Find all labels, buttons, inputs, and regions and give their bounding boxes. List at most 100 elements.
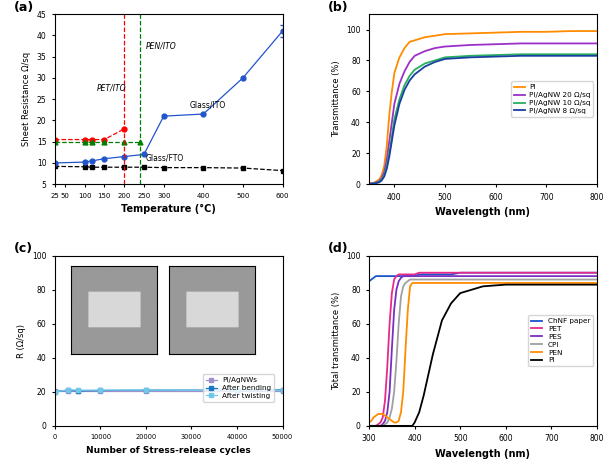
PEN — [368, 418, 375, 424]
Text: PET/ITO: PET/ITO — [96, 84, 126, 93]
PES — [593, 273, 600, 279]
PES — [397, 275, 404, 281]
ChNF paper — [415, 271, 423, 277]
Legend: ChNF paper, PET, PES, CPI, PEN, PI: ChNF paper, PET, PES, CPI, PEN, PI — [529, 315, 593, 366]
PET — [400, 271, 407, 277]
PET — [409, 271, 416, 277]
PEN — [386, 416, 393, 422]
PEN — [420, 280, 428, 286]
ChNF paper — [406, 273, 414, 279]
PI — [386, 423, 393, 429]
PI — [406, 423, 414, 429]
Text: Glass/FTO: Glass/FTO — [146, 154, 184, 163]
PES — [525, 273, 532, 279]
PET — [571, 270, 578, 276]
X-axis label: Wavelength (nm): Wavelength (nm) — [435, 449, 530, 459]
PI — [397, 423, 404, 429]
PET — [384, 364, 391, 369]
After twisting — [279, 388, 286, 393]
CPI — [379, 423, 386, 429]
Text: (a): (a) — [14, 0, 34, 14]
Line: After twisting: After twisting — [52, 388, 285, 394]
Text: (d): (d) — [328, 242, 349, 256]
Legend: PI, PI/AgNW 20 Ω/sq, PI/AgNW 10 Ω/sq, PI/AgNW 8 Ω/sq: PI, PI/AgNW 20 Ω/sq, PI/AgNW 10 Ω/sq, PI… — [512, 81, 593, 117]
After twisting — [143, 388, 150, 393]
PEN — [404, 307, 412, 313]
Line: CPI: CPI — [369, 279, 597, 426]
PI — [448, 300, 455, 306]
CPI — [438, 277, 446, 282]
ChNF paper — [390, 273, 398, 279]
PI — [379, 423, 386, 429]
After bending — [51, 389, 58, 395]
After bending — [233, 388, 241, 393]
ChNF paper — [372, 273, 379, 279]
PI/AgNWs — [233, 388, 241, 394]
CPI — [397, 294, 404, 300]
PES — [379, 421, 386, 427]
PES — [390, 307, 398, 313]
PI — [388, 423, 395, 429]
PI — [547, 282, 555, 287]
After bending — [143, 388, 150, 393]
Line: PI/AgNWs: PI/AgNWs — [52, 388, 285, 394]
PET — [393, 273, 400, 279]
CPI — [525, 277, 532, 282]
PET — [402, 271, 409, 277]
PES — [381, 418, 389, 424]
PES — [448, 273, 455, 279]
PET — [429, 270, 437, 276]
PET — [386, 321, 393, 327]
PI — [420, 393, 428, 398]
Line: PEN: PEN — [369, 283, 597, 423]
PEN — [502, 280, 509, 286]
Text: PEN/ITO: PEN/ITO — [146, 41, 177, 50]
PI — [457, 290, 464, 296]
PES — [372, 423, 379, 429]
ChNF paper — [368, 277, 375, 282]
PI — [402, 423, 409, 429]
PI — [404, 423, 412, 429]
PI — [593, 282, 600, 287]
CPI — [386, 415, 393, 420]
Line: PES: PES — [369, 276, 597, 426]
After twisting — [74, 388, 81, 393]
CPI — [406, 277, 414, 282]
PET — [479, 270, 487, 276]
PI/AgNWs — [74, 388, 81, 394]
PEN — [479, 280, 487, 286]
PEN — [406, 284, 414, 289]
PET — [365, 423, 373, 429]
PES — [547, 273, 555, 279]
ChNF paper — [479, 270, 487, 276]
PI — [502, 282, 509, 287]
PI — [365, 423, 373, 429]
PEN — [429, 280, 437, 286]
ChNF paper — [525, 270, 532, 276]
PES — [406, 273, 414, 279]
ChNF paper — [547, 270, 555, 276]
PI — [384, 423, 391, 429]
PES — [386, 389, 393, 395]
PEN — [381, 413, 389, 418]
PET — [368, 423, 375, 429]
CPI — [593, 277, 600, 282]
PI — [381, 423, 389, 429]
ChNF paper — [384, 273, 391, 279]
CPI — [409, 277, 416, 282]
PI/AgNWs — [51, 388, 58, 394]
CPI — [420, 277, 428, 282]
Text: (c): (c) — [14, 242, 33, 256]
CPI — [368, 423, 375, 429]
PET — [457, 270, 464, 276]
PI — [438, 318, 446, 323]
CPI — [375, 423, 382, 429]
PEN — [409, 280, 416, 286]
CPI — [457, 277, 464, 282]
PI/AgNWs — [279, 388, 286, 394]
PEN — [388, 418, 395, 424]
After bending — [279, 387, 286, 393]
CPI — [448, 277, 455, 282]
PES — [415, 273, 423, 279]
PES — [420, 273, 428, 279]
